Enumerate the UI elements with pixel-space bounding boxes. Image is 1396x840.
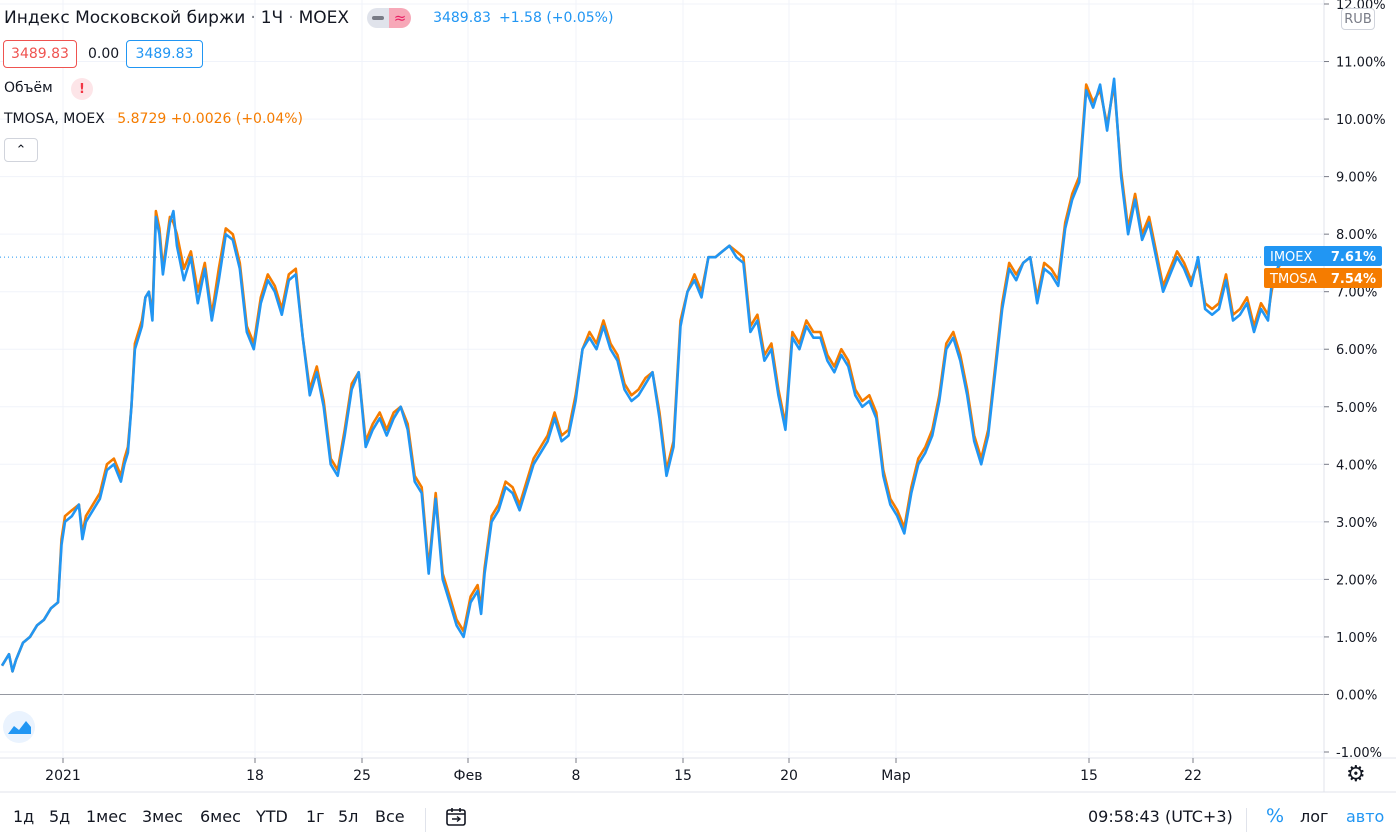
legend-separator: · <box>250 8 256 28</box>
series-lines <box>0 77 1284 673</box>
x-axis: 2021 18 25 Фев 8 15 20 Мар 15 22 <box>45 758 1202 784</box>
collapse-legend-button[interactable]: ⌃ <box>4 138 38 162</box>
range-button-5y[interactable]: 5л <box>338 807 359 826</box>
legend-separator: · <box>288 8 294 28</box>
y-tick-label: 9.00% <box>1336 171 1377 186</box>
log-scale-toggle[interactable]: лог <box>1300 807 1329 826</box>
x-tick-label: 15 <box>1080 768 1098 784</box>
range-button-3m[interactable]: 3мес <box>142 807 183 826</box>
goto-date-icon[interactable] <box>445 806 467 828</box>
spread-value: 0.00 <box>88 46 120 62</box>
last-value: 3489.83 <box>433 10 491 26</box>
y-tick-label: 7.00% <box>1336 286 1377 301</box>
last-value-label: 7.54% <box>1331 272 1376 287</box>
range-button-1d[interactable]: 1д <box>13 807 35 826</box>
volume-indicator-label[interactable]: Объём <box>4 80 53 96</box>
y-tick-label: 3.00% <box>1336 516 1377 531</box>
series-visibility-toggle[interactable]: ≈ <box>367 8 412 28</box>
auto-scale-toggle[interactable]: авто <box>1346 807 1385 826</box>
x-tick-label: 22 <box>1184 768 1202 784</box>
range-button-1m[interactable]: 1мес <box>86 807 127 826</box>
buy-price-button[interactable]: 3489.83 <box>126 40 203 68</box>
y-tick-label: 11.00% <box>1336 56 1386 71</box>
x-tick-label: 15 <box>674 768 692 784</box>
chart-grid <box>0 0 1396 793</box>
y-tick-label: -1.00% <box>1336 746 1382 761</box>
x-tick-label: Мар <box>881 768 911 784</box>
symbol-title[interactable]: Индекс Московской биржи <box>4 8 246 28</box>
range-button-ytd[interactable]: YTD <box>256 807 288 826</box>
compare-symbol-legend: TMOSA, MOEX 5.8729 +0.0026 (+0.04%) <box>4 111 303 127</box>
last-value-series-name: IMOEX <box>1270 250 1312 265</box>
last-value-label-bg <box>1264 268 1382 288</box>
toolbar-divider <box>425 808 426 832</box>
x-tick-label: 20 <box>780 768 798 784</box>
currency-button[interactable]: RUB <box>1341 8 1375 30</box>
y-tick-label: 4.00% <box>1336 458 1377 473</box>
y-tick-label: 2.00% <box>1336 573 1377 588</box>
x-tick-label: 8 <box>572 768 581 784</box>
series-line-tmosa <box>0 83 1284 673</box>
interval-label[interactable]: 1Ч <box>260 8 284 28</box>
exchange-label: MOEX <box>298 8 350 28</box>
y-tick-label: 5.00% <box>1336 401 1377 416</box>
y-tick-label: 8.00% <box>1336 228 1377 243</box>
x-tick-label: 18 <box>246 768 264 784</box>
last-value-label-bg <box>1264 246 1382 266</box>
change-value: +1.58 (+0.05%) <box>498 10 614 26</box>
tradingview-logo-icon[interactable] <box>2 710 36 744</box>
compare-symbol-label[interactable]: TMOSA, MOEX <box>4 111 105 127</box>
warning-icon[interactable]: ! <box>71 78 93 100</box>
percent-scale-toggle[interactable]: % <box>1266 805 1285 827</box>
toolbar-divider <box>1246 808 1247 832</box>
compare-symbol-value: 5.8729 +0.0026 (+0.04%) <box>117 111 303 127</box>
range-button-1y[interactable]: 1г <box>306 807 325 826</box>
chart-legend: Индекс Московской биржи · 1Ч · MOEX ≈ 34… <box>4 8 613 28</box>
clock-timezone[interactable]: 09:58:43 (UTC+3) <box>1088 807 1233 826</box>
y-tick-label: 6.00% <box>1336 343 1377 358</box>
x-tick-label: 25 <box>353 768 371 784</box>
range-button-6m[interactable]: 6мес <box>200 807 241 826</box>
sell-price-button[interactable]: 3489.83 <box>3 40 77 68</box>
y-tick-label: 1.00% <box>1336 631 1377 646</box>
y-tick-label: 0.00% <box>1336 688 1377 703</box>
last-value-series-name: TMOSA <box>1269 272 1317 287</box>
series-line-imoex <box>0 77 1284 673</box>
last-value-label: 7.61% <box>1331 250 1376 265</box>
last-value-labels: IMOEX 7.61% TMOSA 7.54% <box>1264 246 1382 288</box>
range-button-all[interactable]: Все <box>375 807 405 826</box>
y-tick-label: 10.00% <box>1336 113 1386 128</box>
price-chart[interactable]: 2021 18 25 Фев 8 15 20 Мар 15 22 12.00%11.00%10.0… <box>0 0 1396 800</box>
approx-icon[interactable]: ≈ <box>389 8 412 28</box>
y-axis: 12.00%11.00%10.00%9.00%8.00%7.00%6.00%5.… <box>1324 0 1386 761</box>
x-tick-label: Фев <box>454 768 483 784</box>
x-tick-label: 2021 <box>45 768 81 784</box>
settings-gear-icon[interactable]: ⚙ <box>1346 762 1366 787</box>
bottom-toolbar: 1д 5д 1мес 3мес 6мес YTD 1г 5л Все 09:58… <box>0 800 1396 840</box>
hide-series-icon[interactable] <box>367 8 390 28</box>
range-button-5d[interactable]: 5д <box>49 807 71 826</box>
